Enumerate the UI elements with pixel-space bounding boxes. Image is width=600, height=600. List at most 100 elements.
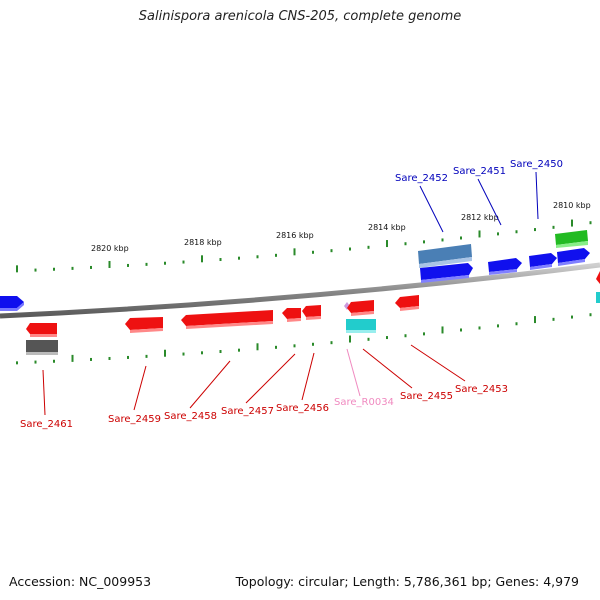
tick-minor [441, 238, 444, 242]
tick-minor [404, 242, 407, 246]
gene-block-cyan[interactable] [346, 319, 376, 333]
kbp-label-2814: 2814 kbp [368, 223, 406, 232]
tick-minor [238, 348, 240, 352]
gene-label-sare-2453[interactable]: Sare_2453 [455, 384, 508, 395]
gene-label-sare-2461[interactable]: Sare_2461 [20, 419, 73, 430]
genome-backbone [0, 262, 600, 319]
leader-line-sare-2450 [535, 171, 539, 220]
gene-arrow-reverse-sare-2461[interactable] [26, 323, 57, 337]
tick-minor [53, 359, 55, 363]
tick-major [478, 230, 481, 238]
gene-label-sare-r0034[interactable]: Sare_R0034 [334, 397, 394, 408]
tick-minor [71, 266, 74, 270]
leader-line-sare-2461 [42, 369, 46, 416]
gene-arrow-reverse-sare-2457[interactable] [282, 308, 301, 322]
tick-minor [256, 255, 259, 259]
gene-arrow-forward-a[interactable] [420, 263, 473, 283]
tick-minor [16, 361, 18, 365]
tick-minor [571, 315, 573, 319]
tick-minor [90, 265, 92, 269]
leader-line-sare-2452 [419, 185, 444, 233]
tick-minor [145, 354, 148, 358]
gene-arrow-forward-sare-2451[interactable] [488, 258, 522, 275]
gene-arrow-reverse-sare-2455[interactable] [347, 300, 374, 316]
gene-label-sare-2452[interactable]: Sare_2452 [395, 173, 448, 184]
leader-line-sare-2455 [362, 348, 413, 389]
genome-summary-text: Topology: circular; Length: 5,786,361 bp… [235, 574, 579, 589]
tick-minor [219, 350, 222, 354]
gene-arrow-reverse-right-edge[interactable] [596, 271, 600, 284]
tick-minor [164, 261, 166, 265]
gene-block-green[interactable] [555, 230, 588, 248]
tick-minor [460, 328, 462, 332]
gene-label-sare-2450[interactable]: Sare_2450 [510, 159, 563, 170]
kbp-label-2812: 2812 kbp [461, 213, 499, 222]
leader-line-sare-2456 [301, 352, 315, 401]
tick-major [108, 260, 111, 268]
leader-line-sare-r0034 [346, 348, 361, 397]
gene-block-sare-2452[interactable] [418, 244, 472, 268]
tick-minor [275, 253, 277, 257]
gene-arrow-reverse-sare-2453[interactable] [395, 295, 419, 311]
tick-minor [589, 313, 592, 317]
gene-label-sare-2459[interactable]: Sare_2459 [108, 414, 161, 425]
gene-block-cyan-right-edge[interactable] [596, 292, 600, 303]
tick-minor [515, 322, 518, 326]
tick-major [164, 349, 166, 357]
tick-minor [312, 250, 314, 254]
tick-minor [127, 263, 129, 267]
gene-arrow-forward-b[interactable] [557, 248, 590, 266]
tick-marks-outer [16, 219, 592, 273]
tick-minor [293, 344, 296, 348]
tick-minor [201, 351, 203, 355]
accession-text: Accession: NC_009953 [9, 574, 152, 589]
tick-major [201, 255, 203, 263]
gene-arrow-reverse-sare-2456[interactable] [302, 305, 321, 320]
tick-major [386, 240, 388, 248]
tick-minor [108, 356, 111, 360]
gene-block-gray-pseudo[interactable] [26, 340, 58, 355]
tick-major [71, 354, 74, 362]
tick-minor [404, 334, 407, 338]
tick-minor [367, 245, 370, 249]
tick-minor [145, 262, 148, 266]
tick-minor [423, 332, 425, 336]
gene-arrow-reverse-sare-2458[interactable] [181, 310, 273, 329]
tick-major [441, 326, 444, 334]
gene-label-sare-2457[interactable]: Sare_2457 [221, 406, 274, 417]
tick-minor [34, 360, 37, 364]
kbp-label-2810: 2810 kbp [553, 201, 591, 210]
map-title: Salinispora arenicola CNS-205, complete … [138, 9, 462, 24]
tick-minor [497, 232, 499, 236]
gene-arrow-forward-sare-2450[interactable] [529, 253, 557, 270]
tick-minor [478, 326, 481, 330]
tick-minor [460, 236, 462, 240]
tick-minor [275, 345, 277, 349]
tick-minor [552, 225, 555, 229]
tick-major [256, 343, 259, 351]
gene-arrow-forward-left-edge[interactable] [0, 296, 24, 311]
tick-minor [182, 352, 185, 356]
tick-minor [349, 247, 351, 251]
tick-major [534, 316, 536, 324]
leader-line-sare-2451 [477, 178, 502, 226]
tick-minor [552, 317, 555, 321]
tick-minor [534, 228, 536, 232]
tick-minor [53, 267, 55, 271]
leader-line-sare-2458 [189, 360, 231, 409]
tick-minor [330, 341, 333, 345]
tick-major [16, 265, 18, 273]
leader-line-sare-2453 [410, 344, 466, 382]
tick-minor [312, 342, 314, 346]
gene-label-sare-2456[interactable]: Sare_2456 [276, 403, 329, 414]
gene-label-sare-2458[interactable]: Sare_2458 [164, 411, 217, 422]
kbp-label-2816: 2816 kbp [276, 231, 314, 240]
gene-arrow-reverse-sare-2459[interactable] [125, 317, 163, 333]
tick-major [349, 335, 351, 343]
gene-label-sare-2451[interactable]: Sare_2451 [453, 166, 506, 177]
gene-label-sare-2455[interactable]: Sare_2455 [400, 391, 453, 402]
tick-major [571, 219, 573, 227]
tick-minor [90, 357, 92, 361]
leader-line-sare-2457 [245, 353, 296, 404]
